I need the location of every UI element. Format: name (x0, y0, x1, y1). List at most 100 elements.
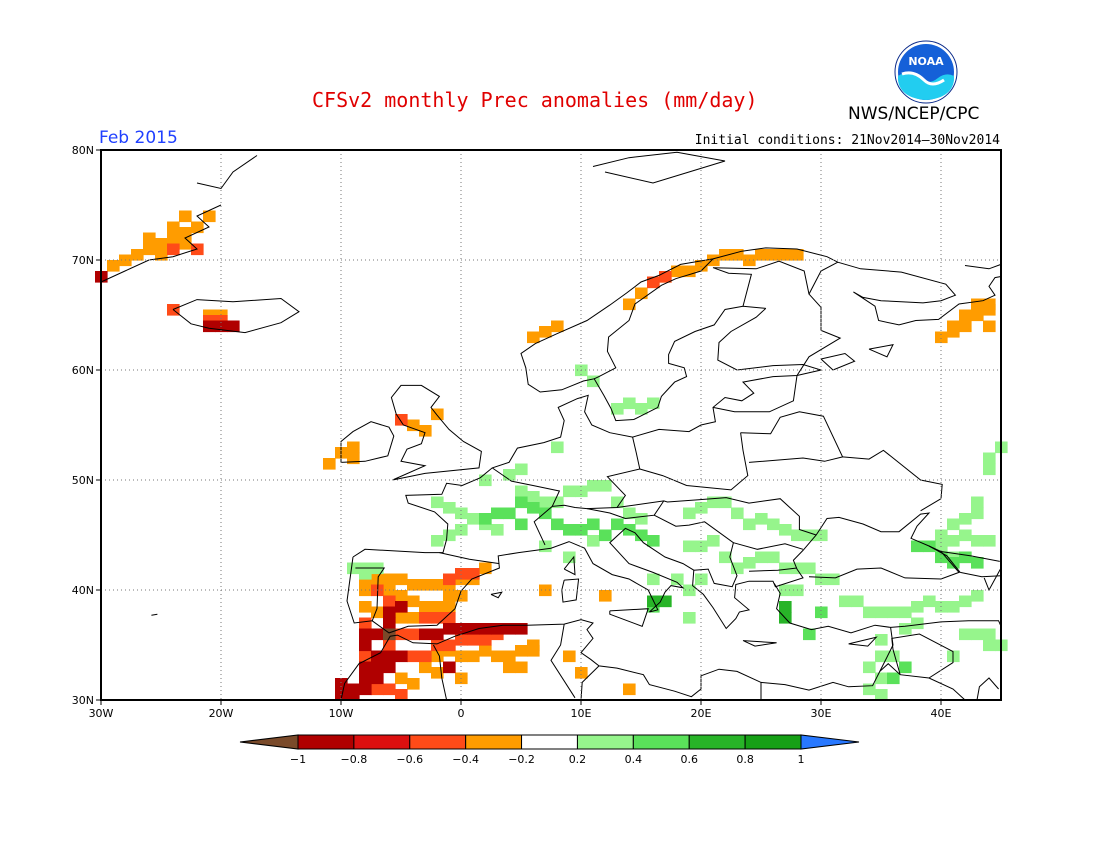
anomaly-cell (419, 606, 432, 619)
legend-swatch (688, 734, 746, 750)
coastline (490, 591, 503, 599)
legend-label: −0.8 (341, 753, 368, 766)
anomaly-cell (167, 232, 180, 245)
anomaly-cell (443, 590, 456, 602)
anomaly-cell (203, 309, 216, 322)
anomaly-cell (875, 606, 888, 619)
anomaly-cell (143, 243, 156, 256)
anomaly-cell (383, 661, 396, 674)
anomaly-cell (911, 601, 924, 613)
anomaly-cell (815, 529, 828, 542)
coastline (552, 436, 641, 510)
legend-swatch (409, 734, 467, 750)
anomaly-cell (659, 595, 672, 608)
coastline (439, 552, 500, 565)
anomaly-cell (779, 601, 792, 613)
logo-text: NOAA (908, 55, 944, 68)
anomaly-cell (371, 562, 384, 575)
legend-swatch (632, 734, 690, 750)
anomaly-cell (587, 535, 600, 547)
coastline (712, 260, 810, 307)
lon-tick-label: 10E (571, 707, 592, 720)
anomaly-cell (539, 326, 552, 338)
anomaly-cell (563, 524, 576, 536)
anomaly-cell (167, 221, 180, 234)
anomaly-cell (347, 441, 360, 454)
anomaly-cell (983, 628, 996, 641)
anomaly-cell (431, 650, 444, 663)
anomaly-cell (455, 623, 468, 635)
anomaly-cell (359, 601, 372, 613)
anomaly-cell (347, 562, 360, 575)
anomaly-cell (683, 507, 696, 520)
anomaly-cell (527, 645, 540, 657)
anomaly-cell (431, 408, 444, 421)
legend-label: −1 (290, 753, 306, 766)
anomaly-cell (371, 628, 384, 641)
anomaly-cell (503, 469, 516, 481)
coastline (891, 633, 954, 679)
anomaly-cell (431, 667, 444, 679)
anomaly-cell (803, 562, 816, 575)
anomaly-cell (911, 540, 924, 553)
anomaly-cell (743, 557, 756, 569)
anomaly-cell (623, 298, 636, 311)
coastline (976, 677, 999, 701)
forecast-month-label: Feb 2015 (99, 128, 178, 148)
anomaly-cell (443, 623, 456, 635)
legend-swatch (465, 734, 523, 750)
anomaly-cell (443, 645, 456, 657)
lon-tick-label: 30E (811, 707, 832, 720)
anomaly-cell (203, 315, 216, 327)
anomaly-cell (347, 689, 360, 701)
anomaly-cell (935, 601, 948, 613)
anomaly-cell (167, 243, 180, 256)
anomaly-cell (647, 595, 660, 608)
anomaly-cell (383, 606, 396, 619)
anomaly-cell (371, 584, 384, 597)
anomaly-cell (215, 309, 228, 322)
anomaly-cell (959, 628, 972, 641)
anomaly-cell (407, 419, 420, 432)
coastline (491, 467, 561, 546)
anomaly-cell (503, 623, 516, 635)
coastline (748, 567, 798, 572)
anomaly-cell (383, 584, 396, 597)
anomaly-cell (551, 496, 564, 509)
anomaly-cell (455, 590, 468, 602)
lat-tick-label: 60N (72, 364, 94, 377)
anomaly-cell (191, 221, 204, 234)
anomaly-cell (575, 364, 588, 377)
lon-tick-label: 10W (329, 707, 354, 720)
anomaly-cell (971, 496, 984, 509)
anomaly-cell (383, 683, 396, 696)
anomaly-cell (419, 425, 432, 437)
anomaly-cell (803, 628, 816, 641)
anomaly-cell (443, 601, 456, 613)
anomaly-cell (539, 584, 552, 597)
anomaly-cell (623, 683, 636, 696)
lat-tick-label: 70N (72, 254, 94, 267)
anomaly-cell (143, 232, 156, 245)
anomaly-cell (959, 320, 972, 333)
anomaly-cell (443, 529, 456, 542)
anomaly-cell (647, 573, 660, 586)
anomaly-cell (359, 573, 372, 586)
anomaly-cell (551, 518, 564, 531)
legend-label: 0.2 (569, 753, 587, 766)
coastline (346, 512, 960, 634)
legend-swatch (521, 734, 578, 750)
anomaly-cell (647, 601, 660, 613)
anomaly-cell (755, 249, 768, 261)
anomaly-cell (419, 579, 432, 591)
anomaly-cell (863, 606, 876, 619)
anomaly-cell (863, 661, 876, 674)
anomaly-cell (599, 529, 612, 542)
anomaly-cell (911, 617, 924, 630)
anomaly-cell (467, 650, 480, 663)
coastline (879, 663, 966, 701)
anomaly-cell (419, 628, 432, 641)
coastline (890, 620, 1002, 628)
anomaly-cell (587, 518, 600, 531)
anomaly-cell (455, 650, 468, 663)
